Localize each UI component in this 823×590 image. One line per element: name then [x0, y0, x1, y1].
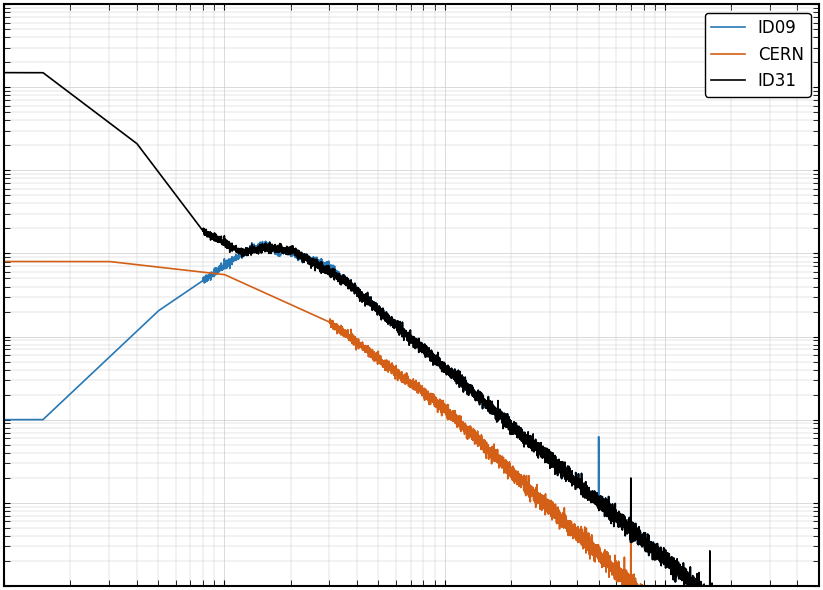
CERN	[0, 258, 9, 265]
ID31	[517, 432, 527, 440]
ID31	[603, 500, 613, 507]
ID31	[40, 71, 50, 78]
ID09	[647, 540, 657, 547]
ID31	[481, 397, 491, 404]
ID31	[0, 69, 9, 76]
Line: ID31: ID31	[4, 73, 819, 590]
ID09	[481, 402, 491, 409]
ID09	[261, 238, 271, 245]
ID09	[40, 414, 50, 421]
Line: ID09: ID09	[4, 241, 819, 590]
Legend: ID09, CERN, ID31: ID09, CERN, ID31	[704, 12, 811, 97]
ID09	[0, 416, 9, 423]
CERN	[40, 258, 50, 265]
CERN	[603, 562, 613, 569]
Line: CERN: CERN	[4, 261, 819, 590]
ID31	[294, 251, 304, 258]
CERN	[294, 305, 304, 312]
CERN	[517, 477, 527, 484]
ID31	[647, 544, 657, 551]
CERN	[481, 449, 491, 456]
ID09	[295, 248, 305, 255]
ID09	[603, 503, 613, 510]
ID09	[517, 431, 527, 438]
